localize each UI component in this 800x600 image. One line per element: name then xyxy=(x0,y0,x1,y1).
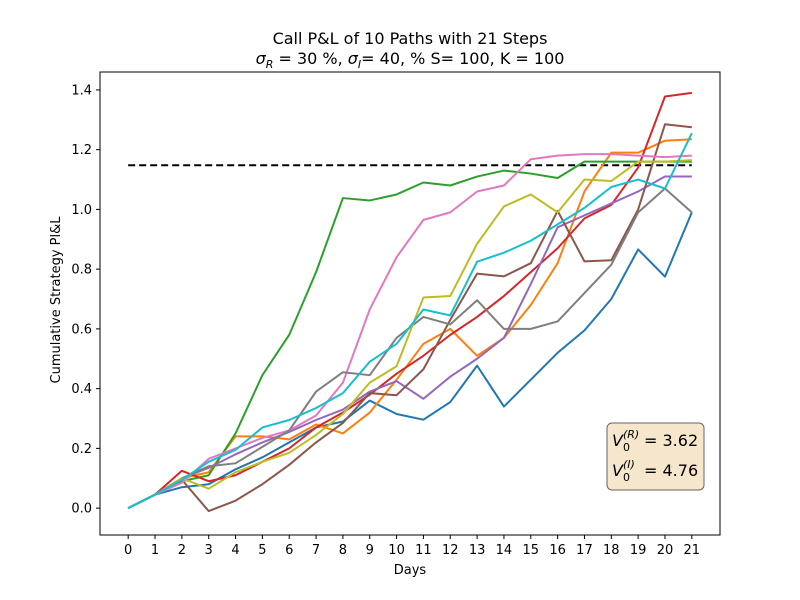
subtitle-part: = 40, % S= 100, K = 100 xyxy=(361,49,564,68)
y-tick-label: 1.4 xyxy=(71,83,92,98)
y-tick-label: 0.8 xyxy=(71,263,92,278)
chart-subtitle: σR = 30 %, σI= 40, % S= 100, K = 100 xyxy=(256,49,565,71)
y-tick-label: 0.6 xyxy=(71,322,92,337)
y-tick-label: 0.0 xyxy=(71,502,92,517)
x-tick-label: 17 xyxy=(576,543,593,558)
y-tick-label: 1.0 xyxy=(71,203,92,218)
y-tick-label: 1.2 xyxy=(71,143,92,158)
x-tick-label: 0 xyxy=(124,543,132,558)
pv-realized-text: V(R) 0 = 3.62 xyxy=(612,428,698,454)
series-line-path-1 xyxy=(127,212,693,510)
series-line-path-5 xyxy=(127,175,692,510)
x-tick-label: 14 xyxy=(496,543,513,558)
x-tick-label: 16 xyxy=(549,543,566,558)
x-tick-label: 7 xyxy=(312,543,320,558)
x-tick-label: 13 xyxy=(469,543,486,558)
x-tick-label: 21 xyxy=(684,543,701,558)
x-tick-label: 4 xyxy=(231,543,239,558)
series-line-path-9 xyxy=(127,159,692,510)
y-tick-label: 0.4 xyxy=(71,382,92,397)
axes-frame xyxy=(99,71,721,536)
series-line-path-4 xyxy=(127,91,692,510)
x-tick-label: 6 xyxy=(285,543,293,558)
x-tick-label: 10 xyxy=(388,543,405,558)
y-axis-label: Cumulative Strategy Pl&L xyxy=(49,216,64,384)
x-tick-label: 20 xyxy=(657,543,674,558)
x-tick-label: 8 xyxy=(339,543,347,558)
x-tick-label: 3 xyxy=(205,543,213,558)
x-tick-label: 1 xyxy=(151,543,159,558)
plot-area: 0 1 2 3 4 5 6 7 8 9 10 11 12 13 14 15 16 17 18 19 20 210.00.2… xyxy=(71,71,721,558)
chart-title: Call P&L of 10 Paths with 21 Steps xyxy=(273,29,548,48)
subtitle-part: I xyxy=(358,58,361,71)
x-tick-label: 11 xyxy=(415,543,432,558)
series-line-path-6 xyxy=(127,123,692,513)
x-tick-label: 15 xyxy=(523,543,540,558)
subtitle-part: R xyxy=(266,58,274,71)
x-tick-label: 19 xyxy=(630,543,647,558)
series-line-path-7 xyxy=(127,153,692,510)
x-tick-label: 2 xyxy=(178,543,186,558)
annotation-box xyxy=(606,422,705,491)
x-axis-label: Days xyxy=(394,563,427,578)
subtitle-part: σ xyxy=(348,49,359,68)
pv-annotation-box: V(R) 0 = 3.62 V(I) 0 = 4.76 xyxy=(606,422,705,491)
x-tick-label: 18 xyxy=(603,543,620,558)
x-tick-label: 12 xyxy=(442,543,459,558)
pv-implied-text: V(I) 0 = 4.76 xyxy=(612,458,698,484)
series-line-path-10 xyxy=(127,132,693,510)
subtitle-part: σ xyxy=(256,49,267,68)
x-tick-label: 9 xyxy=(366,543,374,558)
subtitle-part: = 30 %, xyxy=(273,49,347,68)
x-tick-label: 5 xyxy=(258,543,266,558)
y-tick-label: 0.2 xyxy=(71,442,92,457)
